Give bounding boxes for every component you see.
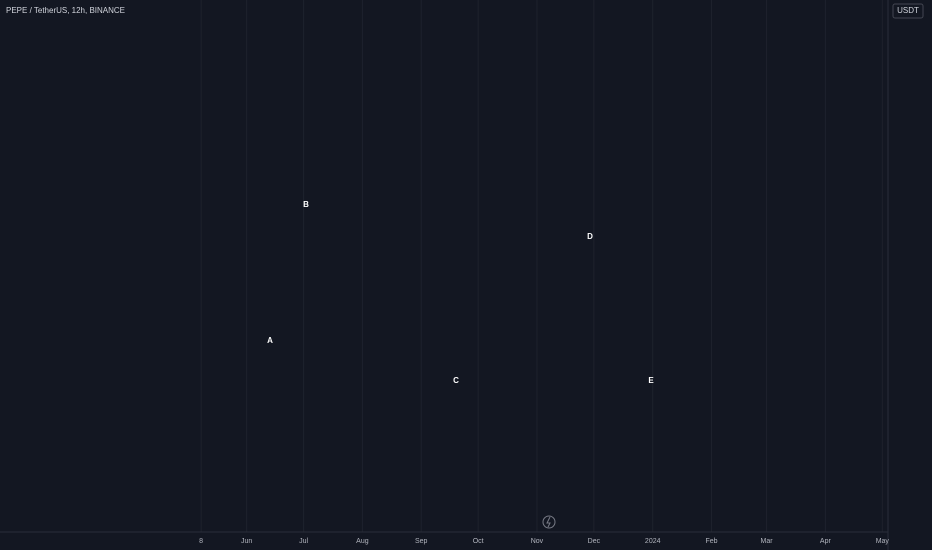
grid	[200, 0, 883, 532]
x-tick-label: Oct	[473, 538, 484, 545]
x-tick-label: Feb	[706, 538, 718, 545]
x-tick-label: Mar	[761, 538, 774, 545]
wave-label: D	[587, 232, 593, 241]
x-tick-label: Aug	[356, 538, 369, 545]
x-tick-label: Dec	[588, 538, 601, 545]
x-tick-label: May	[876, 538, 890, 545]
wave-label: B	[303, 200, 309, 209]
x-tick-label: 2024	[645, 538, 661, 545]
icon	[546, 516, 551, 528]
currency-label[interactable]: USDT	[897, 6, 919, 15]
currency-button[interactable]	[892, 3, 924, 19]
icon[interactable]	[542, 515, 556, 529]
x-tick-label: Jun	[241, 538, 252, 545]
x-tick-label: Nov	[531, 538, 544, 545]
wave-label: A	[267, 336, 273, 345]
x-tick-label: 8	[199, 538, 203, 545]
chart-title: PEPE / TetherUS, 12h, BINANCE	[6, 6, 125, 15]
x-tick-label: Jul	[299, 538, 308, 545]
plot: SUPPLYTP 1TP 2ABCDE	[267, 200, 654, 385]
x-tick-label: Apr	[820, 538, 832, 545]
wave-label: C	[453, 376, 459, 385]
x-tick-label: Sep	[415, 538, 428, 545]
wave-label: E	[648, 376, 654, 385]
